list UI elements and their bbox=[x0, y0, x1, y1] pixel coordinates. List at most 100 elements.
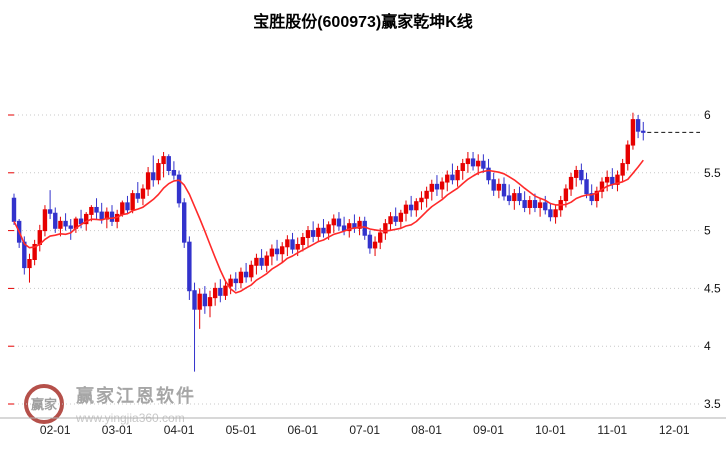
candlestick bbox=[254, 257, 259, 266]
candlestick bbox=[249, 264, 254, 278]
candlestick bbox=[285, 239, 290, 248]
candlestick bbox=[218, 287, 223, 296]
candlestick bbox=[527, 200, 532, 208]
candlestick bbox=[610, 176, 615, 185]
x-axis-label: 08-01 bbox=[411, 423, 442, 437]
y-axis-label: 3.5 bbox=[704, 397, 721, 411]
watermark-brand: 赢家江恩软件 bbox=[76, 386, 196, 406]
candlestick bbox=[11, 197, 17, 222]
candlestick bbox=[589, 193, 594, 202]
candlestick bbox=[47, 209, 53, 214]
candlestick bbox=[192, 290, 197, 310]
x-axis-label: 05-01 bbox=[226, 423, 257, 437]
candlestick bbox=[496, 183, 502, 191]
candlestick bbox=[166, 156, 171, 171]
candlestick bbox=[429, 183, 434, 192]
candlestick bbox=[187, 241, 192, 292]
candlestick bbox=[243, 271, 249, 278]
candlestick bbox=[506, 195, 512, 202]
candlestick bbox=[641, 130, 646, 133]
candlestick bbox=[579, 169, 584, 181]
candlestick bbox=[512, 193, 517, 202]
candlestick bbox=[238, 271, 244, 284]
candlestick bbox=[450, 174, 455, 181]
candlestick bbox=[63, 220, 68, 227]
x-axis-label: 11-01 bbox=[597, 423, 627, 437]
candlestick bbox=[125, 202, 130, 211]
y-axis-label: 5 bbox=[704, 224, 711, 238]
candlestick bbox=[465, 158, 471, 165]
candlestick bbox=[274, 248, 280, 255]
candlestick bbox=[403, 204, 409, 214]
candlestick bbox=[32, 243, 37, 260]
candlestick bbox=[264, 255, 269, 266]
candlestick bbox=[145, 172, 151, 190]
candlestick bbox=[27, 259, 32, 269]
y-axis-label: 5.5 bbox=[704, 166, 721, 180]
candlestick bbox=[310, 230, 316, 237]
candlestick bbox=[398, 212, 404, 222]
candlestick bbox=[161, 156, 166, 165]
candlestick bbox=[269, 248, 275, 257]
candlestick bbox=[182, 202, 187, 243]
candlestick bbox=[393, 216, 398, 222]
candlestick bbox=[305, 230, 311, 239]
y-axis-label: 6 bbox=[704, 108, 711, 122]
candlestick bbox=[414, 201, 419, 211]
candlestick bbox=[548, 209, 553, 218]
candlestick bbox=[635, 119, 641, 132]
candlestick bbox=[615, 174, 620, 185]
candlestick bbox=[99, 211, 104, 220]
candlestick bbox=[563, 188, 569, 202]
x-axis-label: 09-01 bbox=[473, 423, 504, 437]
candlestick bbox=[574, 169, 579, 178]
candlestick bbox=[470, 158, 476, 167]
candlestick bbox=[280, 246, 285, 255]
candlestick bbox=[68, 225, 73, 229]
candlestick bbox=[445, 174, 450, 183]
candlestick bbox=[481, 160, 486, 169]
candlestick bbox=[584, 179, 589, 195]
x-axis-label: 10-01 bbox=[535, 423, 566, 437]
candlestick bbox=[259, 257, 264, 266]
candlestick bbox=[228, 278, 233, 287]
candlestick bbox=[290, 239, 295, 250]
candlestick bbox=[424, 190, 429, 199]
candlestick bbox=[388, 216, 393, 225]
candlestick bbox=[109, 211, 115, 222]
watermark: 赢家 赢家江恩软件 www.yingjia360.com bbox=[24, 382, 196, 425]
y-axis-label: 4 bbox=[704, 339, 711, 353]
candlestick bbox=[501, 183, 507, 197]
candlestick bbox=[383, 223, 388, 234]
candlestick bbox=[439, 181, 445, 190]
candlestick bbox=[372, 241, 378, 249]
candlestick bbox=[233, 278, 238, 284]
candlestick bbox=[135, 193, 140, 199]
brand-logo-text: 赢家 bbox=[30, 397, 57, 412]
candlestick bbox=[42, 209, 48, 232]
candlestick bbox=[419, 197, 424, 203]
candlestick bbox=[53, 212, 58, 229]
x-axis-label: 07-01 bbox=[349, 423, 380, 437]
x-axis-label: 03-01 bbox=[102, 423, 133, 437]
moving-average-line bbox=[13, 159, 644, 294]
candlestick bbox=[543, 202, 548, 211]
candlestick bbox=[212, 287, 218, 299]
candlestick bbox=[378, 232, 383, 243]
candlestick bbox=[594, 190, 600, 202]
candlestick bbox=[326, 224, 331, 234]
candlestick bbox=[207, 297, 213, 307]
candlestick bbox=[367, 234, 373, 249]
candlestick bbox=[408, 204, 414, 211]
candlestick bbox=[532, 200, 538, 208]
candlestick bbox=[486, 167, 491, 181]
y-axis-label: 4.5 bbox=[704, 281, 721, 295]
candlestick bbox=[537, 202, 543, 208]
candlestick bbox=[434, 183, 440, 190]
candlestick bbox=[140, 188, 146, 199]
candlestick bbox=[94, 206, 99, 213]
candlestick bbox=[295, 243, 300, 250]
candlestick bbox=[460, 163, 465, 171]
candlestick bbox=[620, 163, 625, 176]
candlestick bbox=[58, 220, 63, 229]
